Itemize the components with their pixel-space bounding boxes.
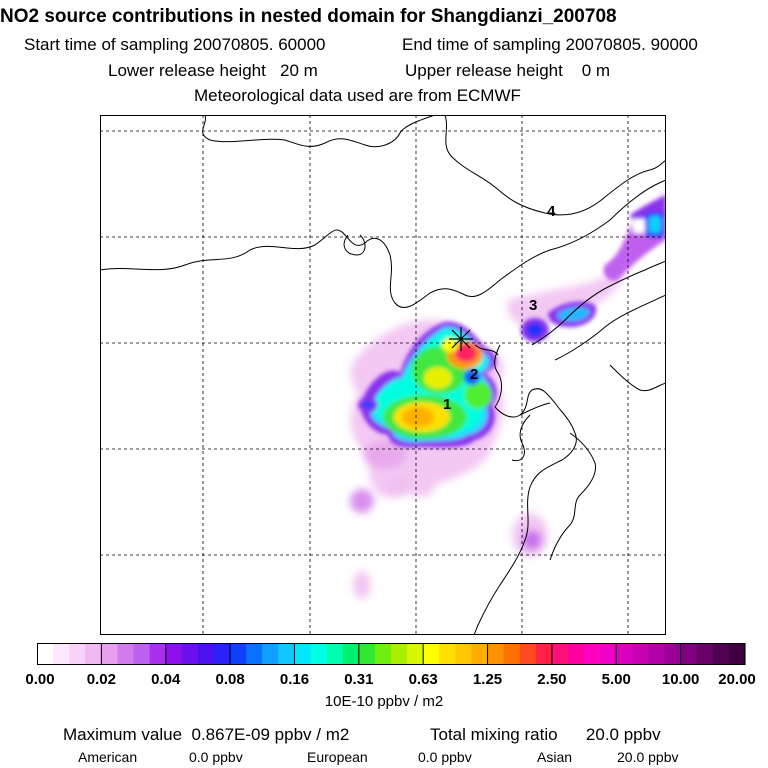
colorbar-cell [568,643,585,665]
end-time-value: 20070805. 90000 [565,35,698,54]
colorbar-tick-label: 10.00 [661,671,700,688]
colorbar-cell [374,643,392,665]
region-label-4: 4 [547,203,556,220]
asian-value: 20.0 ppbv [617,749,679,765]
colorbar-cell [149,643,167,665]
colorbar-tick-label: 0.63 [408,671,438,688]
american-value: 0.0 ppbv [189,749,243,765]
colorbar-tick-label: 0.08 [215,671,245,688]
colorbar-tick-label: 5.00 [601,671,631,688]
colorbar-cell [262,643,279,665]
colorbar-cell [535,643,553,665]
colorbar-cell [214,643,231,665]
start-time: Start time of sampling 20070805. 60000 [24,35,326,55]
colorbar-cell [712,643,730,665]
colorbar-tick-label: 0.04 [151,671,181,688]
colorbar-cell [439,643,456,665]
colorbar-cell [230,643,247,665]
colorbar-cell [423,643,440,665]
colorbar-cell [85,643,102,665]
colorbar-tick-label: 0.16 [279,671,310,688]
upper-release-height: Upper release height 0 m [405,61,610,81]
end-time: End time of sampling 20070805. 90000 [402,35,698,55]
colorbar-cell [310,643,328,665]
colorbar-cell [503,643,521,665]
colorbar-ticks [100,643,682,665]
total-mixing-label: Total mixing ratio [430,725,558,744]
colorbar-cell [391,643,408,665]
colorbar-cell [551,643,569,665]
upper-release-label: Upper release height [405,61,563,80]
total-mixing-ratio: Total mixing ratio 20.0 ppbv [430,725,661,745]
colorbar-frame [37,643,745,665]
colorbar [37,643,746,665]
met-data-note: Meteorological data used are from ECMWF [194,86,521,105]
total-mixing-value: 20.0 ppbv [585,725,661,744]
colorbar-cell [101,643,119,665]
colorbar-cell [197,643,215,665]
colorbar-cell [648,643,666,665]
start-time-value: 20070805. 60000 [193,35,326,54]
colorbar-cell [294,643,312,665]
european-value: 0.0 ppbv [418,749,472,765]
colorbar-cell [69,643,86,665]
end-time-label: End time of sampling [402,35,561,54]
max-value-text: Maximum value 0.867E-09 ppbv / m2 [63,725,349,745]
start-time-label: Start time of sampling [24,35,189,54]
colorbar-cell [519,643,537,665]
colorbar-cell [680,643,698,665]
colorbar-tick-label: 0.31 [344,671,374,688]
colorbar-tick-label: 2.50 [537,671,567,688]
max-value-label: Maximum value [63,725,183,744]
region-label-2: 2 [470,366,478,383]
colorbar-cell [358,643,376,665]
max-value: 0.867E-09 ppbv / m2 [191,725,350,744]
colorbar-cell [455,643,473,665]
colorbar-cell [246,643,263,665]
colorbar-cell [584,643,601,665]
receptor-star-icon [449,327,473,351]
chart-title: NO2 source contributions in nested domai… [0,6,617,27]
asian-label: Asian [537,749,573,765]
colorbar-tick-label: 1.25 [472,671,503,688]
colorbar-cell [165,643,183,665]
colorbar-cell [696,643,714,665]
map-panel: 1 2 3 4 [100,115,666,635]
colorbar-cell [664,643,682,665]
lower-release-height: Lower release height 20 m [108,61,318,81]
colorbar-cell [616,643,633,665]
upper-release-value: 0 m [581,61,611,80]
colorbar-cell [471,643,489,665]
map-frame [100,115,666,635]
colorbar-cell [278,643,296,665]
colorbar-cell [600,643,617,665]
colorbar-tick-label: 20.00 [718,671,756,688]
colorbar-cell [487,643,505,665]
concentration-field [350,185,666,599]
american-label: American [78,749,138,765]
colorbar-cell [133,643,151,665]
colorbar-cell [117,643,135,665]
colorbar-tick-label: 0.02 [86,671,116,688]
region-label-3: 3 [529,297,537,314]
graticule [100,115,666,635]
colorbar-cell [728,643,746,665]
colorbar-cell [37,643,54,665]
colorbar-tick-label: 0.00 [25,671,55,688]
colorbar-cell [53,643,70,665]
colorbar-cell [632,643,650,665]
lower-release-label: Lower release height [108,61,266,80]
colorbar-cell [326,643,344,665]
colorbar-cell [407,643,424,665]
colorbar-cells [37,643,746,665]
lower-release-value: 20 m [280,61,318,80]
european-label: European [307,749,368,765]
colorbar-cell [181,643,199,665]
colorbar-cell [342,643,360,665]
region-label-1: 1 [443,396,451,413]
colorbar-units: 10E-10 ppbv / m2 [324,693,444,710]
